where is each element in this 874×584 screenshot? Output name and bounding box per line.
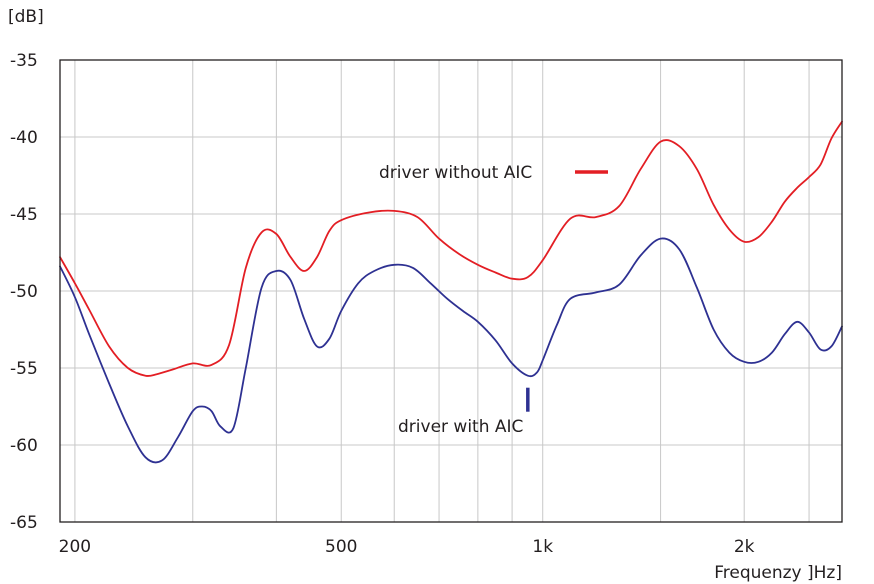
x-tick-label: 500 — [325, 537, 357, 557]
y-tick-label: -65 — [10, 513, 38, 533]
series-group — [59, 120, 843, 464]
annotation-driver-without-aic: driver without AIC — [379, 163, 532, 183]
y-tick-label: -35 — [10, 51, 38, 71]
y-tick-label: -60 — [10, 436, 38, 456]
y-tick-label: -45 — [10, 205, 38, 225]
y-axis-ticks: -35 -40 -45 -50 -55 -60 -65 — [10, 51, 38, 533]
x-axis-ticks: 200 500 1k 2k — [59, 537, 755, 557]
x-tick-label: 200 — [59, 537, 91, 557]
plot-frame — [59, 59, 843, 523]
annotations: driver without AIC driver with AIC — [379, 163, 608, 437]
x-tick-label: 2k — [734, 537, 755, 557]
y-tick-label: -50 — [10, 282, 38, 302]
grid — [60, 59, 842, 523]
series-line-driver-without-aic — [59, 120, 843, 377]
series-line-driver-with-aic — [59, 237, 843, 464]
y-tick-label: -40 — [10, 128, 38, 148]
annotation-driver-with-aic: driver with AIC — [398, 417, 523, 437]
y-axis-unit-label: [dB] — [8, 7, 44, 27]
x-axis-label: Frequenzy ]Hz] — [714, 563, 842, 583]
x-tick-label: 1k — [532, 537, 553, 557]
y-tick-label: -55 — [10, 359, 38, 379]
